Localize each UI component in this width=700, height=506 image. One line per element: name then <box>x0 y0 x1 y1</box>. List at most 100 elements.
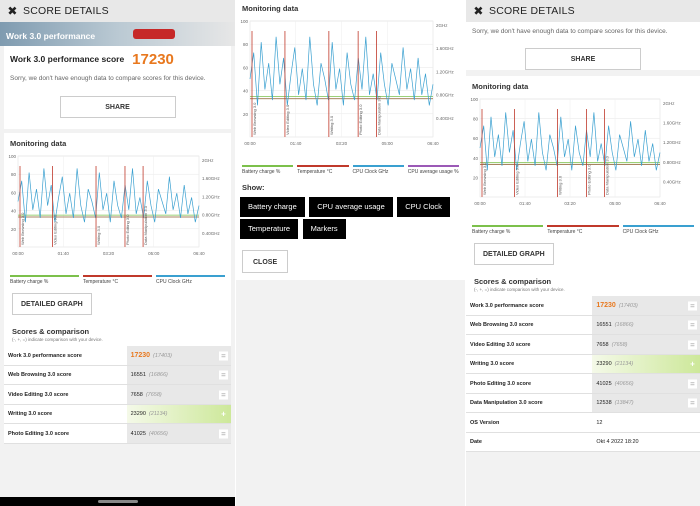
score-row[interactable]: Video Editing 3.0 score 7658 (7658) = <box>4 385 231 405</box>
legend-label: Battery charge % <box>10 279 49 286</box>
y2-tick-label: 0.40GHz <box>202 231 221 236</box>
score-value: 7658 <box>596 341 609 348</box>
score-row[interactable]: Writing 3.0 score 23290 (21134) + <box>466 354 700 375</box>
monitoring-chart-expanded[interactable]: 100 2GHz 80 1.60GHz 60 1.20GHz 40 0.80GHz 20 0.40… <box>236 15 465 165</box>
marker-label: Writing 3.0 <box>329 115 334 135</box>
marker-label: Video Editing 3.0 <box>514 164 519 195</box>
close-button[interactable]: CLOSE <box>242 250 289 273</box>
score-comparison: (17403) <box>153 352 173 359</box>
plus-icon[interactable]: + <box>690 359 695 369</box>
legend-label: Temperature °C <box>297 169 333 175</box>
score-row[interactable]: Work 3.0 performance score 17230 (17403) = <box>466 296 700 316</box>
share-button[interactable]: SHARE <box>59 96 176 119</box>
detailed-graph-button[interactable]: DETAILED GRAPH <box>12 293 92 316</box>
toggle-cpu-average-usage[interactable]: CPU average usage <box>309 197 393 217</box>
toggle-battery-charge[interactable]: Battery charge <box>240 197 305 217</box>
score-row[interactable]: Web Browsing 3.0 score 16551 (16866) = <box>4 365 231 386</box>
y2-tick-label: 2GHz <box>436 23 448 28</box>
equal-icon[interactable]: = <box>219 370 228 380</box>
score-comparison: (13847) <box>614 400 634 407</box>
marker-label: Data Manipulation 3.0 <box>143 206 148 246</box>
score-value: 12538 <box>596 400 612 407</box>
marker-label: Photo Editing 3.0 <box>586 164 591 195</box>
score-row[interactable]: Web Browsing 3.0 score 16551 (16866) = <box>466 315 700 336</box>
monitoring-chart[interactable]: 100 2GHz 80 1.60GHz 60 1.20GHz 40 0.80GHz 20 0.40… <box>4 150 231 275</box>
equal-icon[interactable]: = <box>219 351 228 361</box>
legend-item: CPU Clock GHz <box>352 165 404 175</box>
toggle-cpu-clock[interactable]: CPU Clock <box>397 197 450 217</box>
legend-label: Temperature °C <box>547 229 583 236</box>
x-tick-label: 00:00 <box>474 201 486 206</box>
y2-tick-label: 2GHz <box>663 101 675 106</box>
legend-swatch <box>407 165 459 167</box>
score-value: 17230 <box>596 302 616 310</box>
score-value: 41025 <box>596 380 612 387</box>
y-tick-label: 80 <box>11 173 17 178</box>
equal-icon[interactable]: = <box>688 301 697 311</box>
score-value: 7658 <box>130 391 143 398</box>
marker-label: Video Editing 3.0 <box>53 214 58 245</box>
toggle-markers[interactable]: Markers <box>302 219 346 239</box>
show-toggle-group: Battery charge CPU average usage CPU Clo… <box>236 196 465 240</box>
info-row: Date Okt 4 2022 18:20 <box>466 432 700 453</box>
plus-icon[interactable]: + <box>221 409 226 419</box>
legend-swatch <box>10 275 79 278</box>
detailed-graph-button[interactable]: DETAILED GRAPH <box>474 243 554 266</box>
y-tick-label: 80 <box>473 117 479 122</box>
legend-label: CPU Clock GHz <box>156 279 192 286</box>
header-title: SCORE DETAILS <box>23 5 109 17</box>
close-icon[interactable]: ✖ <box>473 3 484 18</box>
y2-tick-label: 0.40GHz <box>436 116 455 121</box>
benchmark-banner: Work 3.0 performance <box>0 22 235 46</box>
score-row[interactable]: Work 3.0 performance score 17230 (17403) = <box>4 346 231 366</box>
equal-icon[interactable]: = <box>688 320 697 330</box>
equal-icon[interactable]: = <box>688 340 697 350</box>
equal-icon[interactable]: = <box>688 379 697 389</box>
x-tick-label: 03:20 <box>336 141 348 146</box>
equal-icon[interactable]: = <box>219 429 228 439</box>
empty-area <box>236 280 465 506</box>
x-tick-label: 06:40 <box>193 251 205 256</box>
marker-label: Web Browsing 3.0 <box>252 102 257 135</box>
toggle-temperature[interactable]: Temperature <box>240 219 299 239</box>
close-icon[interactable]: ✖ <box>7 3 18 18</box>
score-details-header: ✖ SCORE DETAILS <box>466 0 700 22</box>
score-row[interactable]: Writing 3.0 score 23290 (21134) + <box>4 404 231 425</box>
home-pill[interactable] <box>97 500 138 503</box>
legend-swatch <box>156 275 225 278</box>
y-tick-label: 60 <box>11 191 17 196</box>
score-label: Photo Editing 3.0 score <box>4 424 127 443</box>
score-row[interactable]: Photo Editing 3.0 score 41025 (40656) = <box>4 424 231 444</box>
score-value-cell: 23290 (21134) + <box>592 354 700 374</box>
score-card: Work 3.0 performance score 17230 Sorry, … <box>4 46 231 130</box>
score-row[interactable]: Data Manipulation 3.0 score 12538 (13847) = <box>466 393 700 414</box>
y-tick-label: 20 <box>11 227 17 232</box>
y-tick-label: 40 <box>243 89 249 94</box>
legend-label: CPU Clock GHz <box>622 229 659 236</box>
x-tick-label: 05:00 <box>382 141 394 146</box>
scores-table: Work 3.0 performance score 17230 (17403) = W… <box>4 346 231 444</box>
sorry-message: Sorry, we don't have enough data to comp… <box>10 75 206 82</box>
legend-swatch <box>297 165 349 167</box>
x-tick-label: 06:40 <box>427 141 439 146</box>
x-tick-label: 05:00 <box>148 251 160 256</box>
score-comparison: (17403) <box>618 302 638 309</box>
share-button[interactable]: SHARE <box>525 48 641 71</box>
score-label: Work 3.0 performance score <box>466 296 593 315</box>
score-row[interactable]: Photo Editing 3.0 score 41025 (40656) = <box>466 374 700 394</box>
right-panel: ✖ SCORE DETAILS Sorry, we don't have eno… <box>466 0 700 506</box>
scores-title: Scores & comparison <box>474 277 552 287</box>
y2-tick-label: 0.80GHz <box>202 213 221 218</box>
marker-label: Data Manipulation 3.0 <box>376 95 381 135</box>
monitoring-chart[interactable]: 100 2GHz 80 1.60GHz 60 1.20GHz 40 0.80GHz 20 0.40… <box>466 93 692 225</box>
marker-label: Photo Editing 3.0 <box>358 104 363 135</box>
legend-item: Battery charge % <box>472 225 544 235</box>
equal-icon[interactable]: = <box>219 390 228 400</box>
legend-swatch <box>242 165 294 167</box>
equal-icon[interactable]: = <box>688 398 697 408</box>
info-label: OS Version <box>466 413 593 432</box>
info-value: 12 <box>592 413 700 432</box>
score-value-cell: 7658 (7658) = <box>126 385 231 404</box>
score-row[interactable]: Video Editing 3.0 score 7658 (7658) = <box>466 335 700 355</box>
marker-label: Web Browsing 3.0 <box>482 162 487 195</box>
